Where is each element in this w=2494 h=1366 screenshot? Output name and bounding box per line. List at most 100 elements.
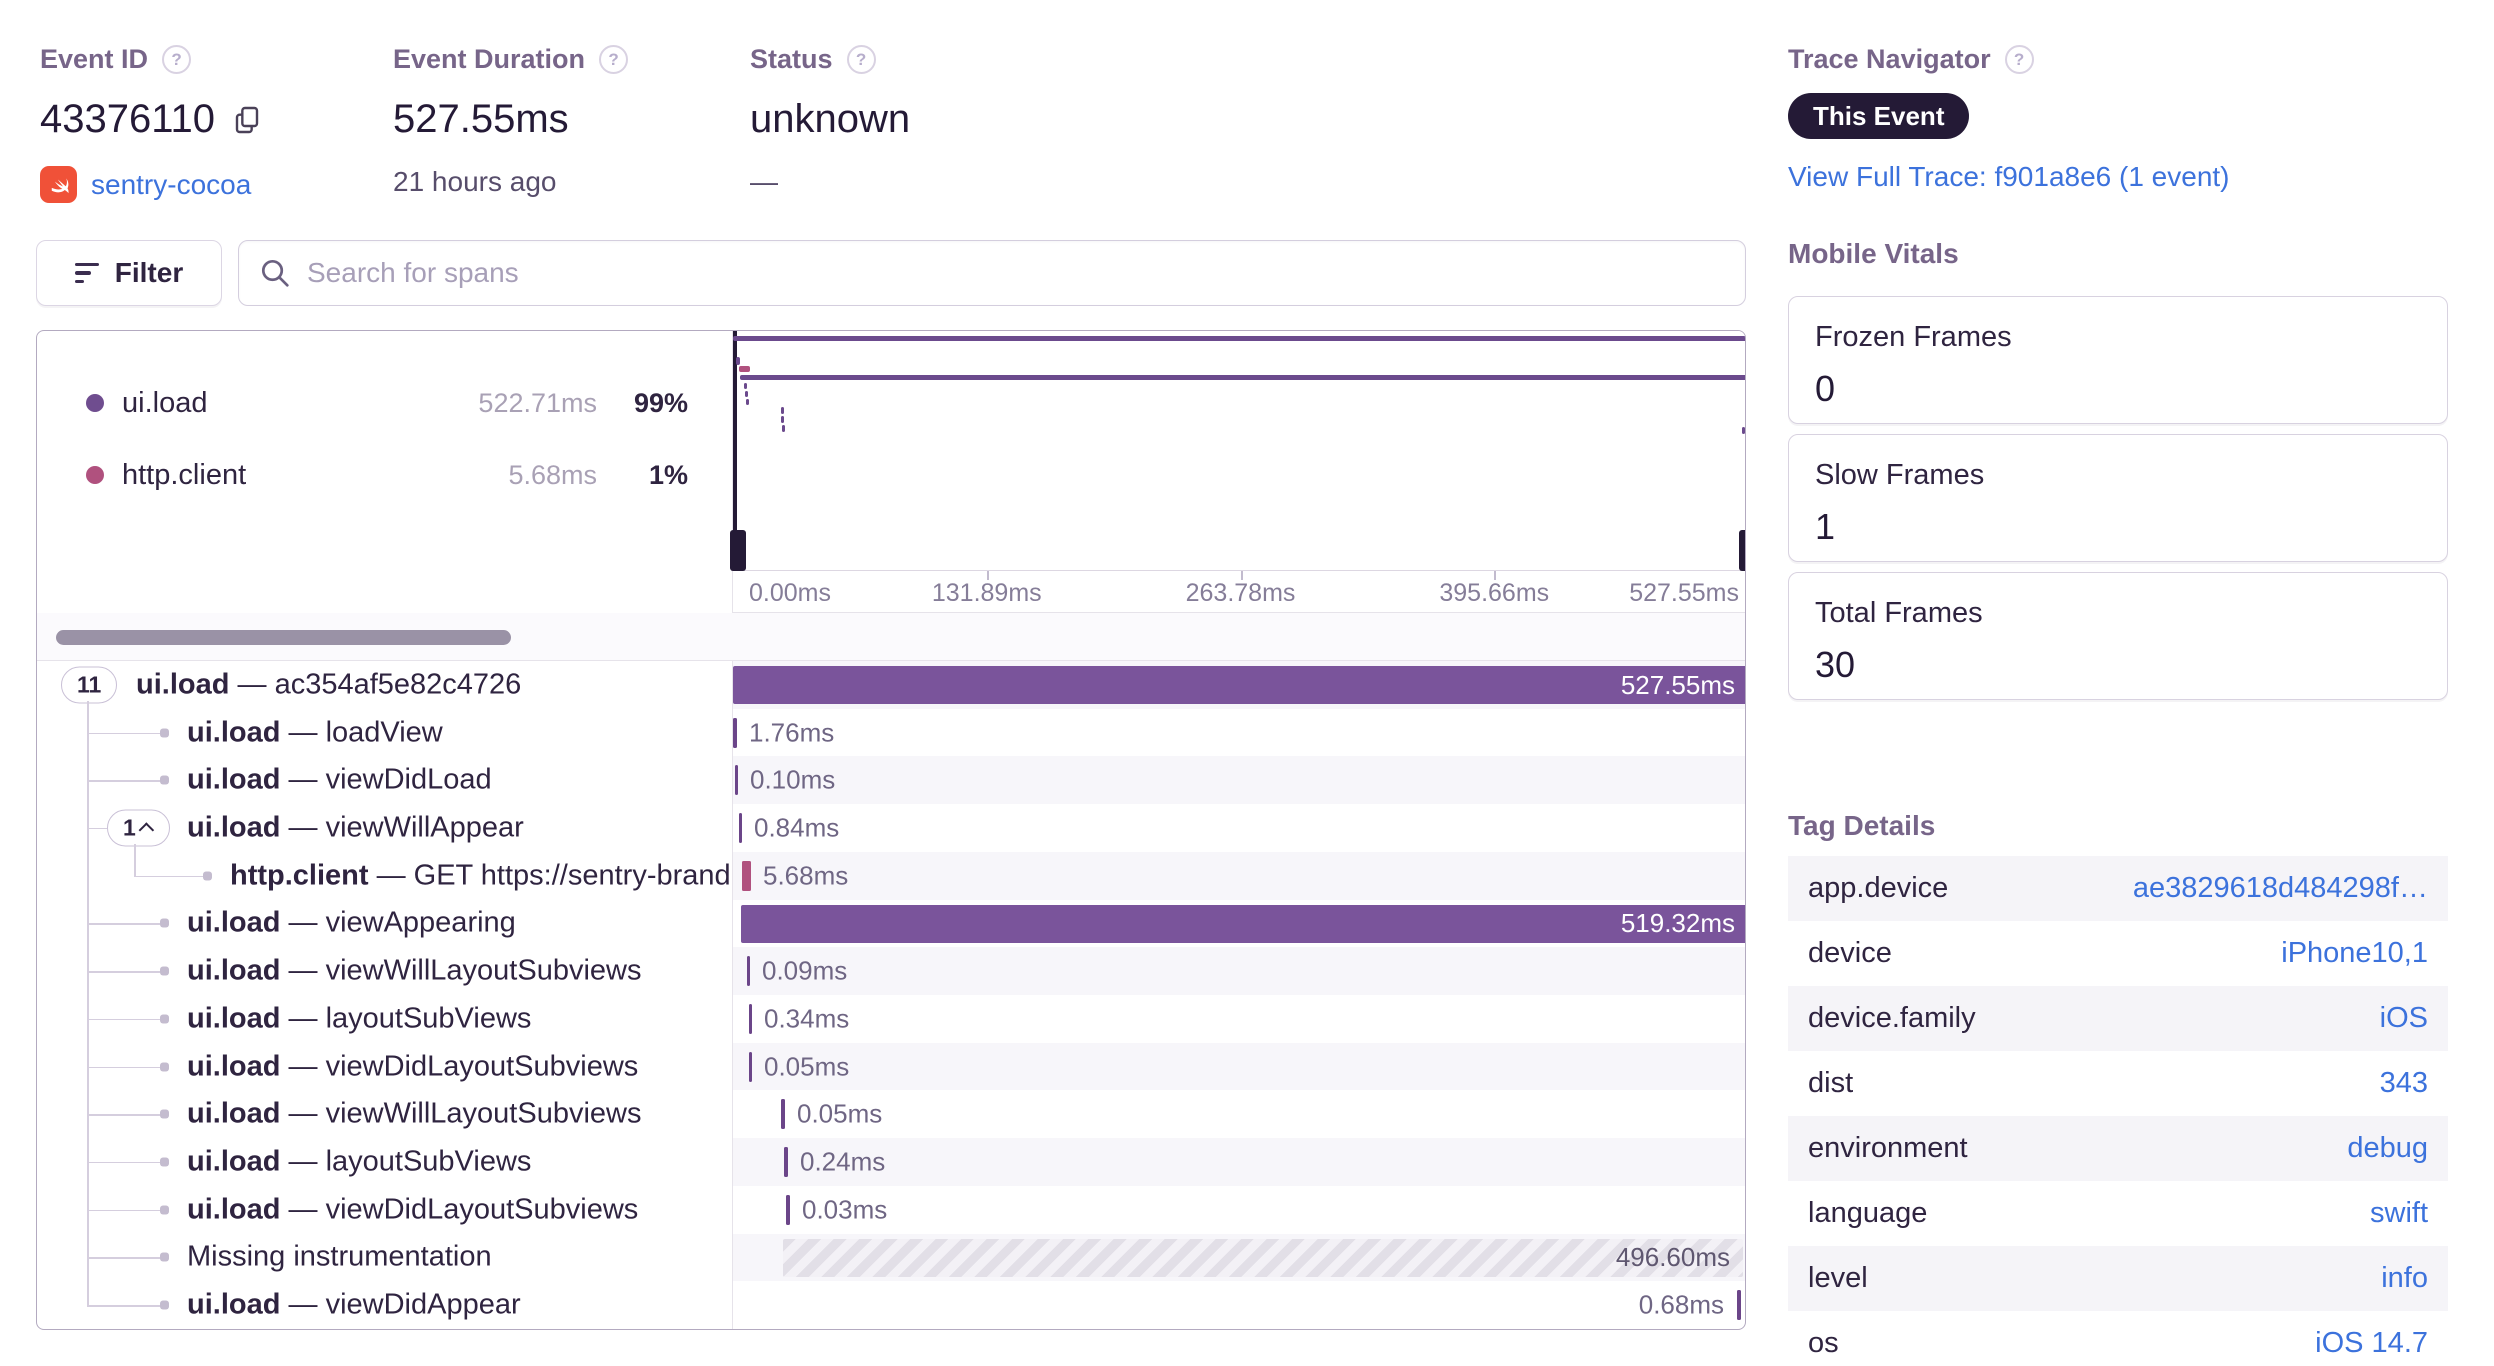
filter-button[interactable]: Filter	[36, 240, 222, 306]
tag-value-link[interactable]: swift	[2370, 1197, 2428, 1229]
trace-navigator-label: Trace Navigator	[1788, 44, 1991, 74]
span-description: ui.load — viewWillAppear	[187, 811, 524, 844]
tag-value-link[interactable]: 343	[2379, 1067, 2428, 1099]
span-bar-row[interactable]: 0.68ms	[733, 1281, 1745, 1329]
span-bar-row[interactable]: 0.24ms	[733, 1138, 1745, 1186]
op-percentage: 99%	[633, 387, 688, 418]
span-tree-row[interactable]: Missing instrumentation	[37, 1234, 732, 1282]
span-tree-row[interactable]: 1 ui.load — viewWillAppear	[37, 804, 732, 852]
span-tree-row[interactable]: ui.load — viewDidAppear	[37, 1281, 732, 1329]
span-tree-row[interactable]: ui.load — viewWillLayoutSubviews	[37, 1090, 732, 1138]
span-duration-tick[interactable]	[747, 956, 750, 987]
span-bar-row[interactable]: 0.34ms	[733, 995, 1745, 1043]
span-description: ui.load — viewDidAppear	[187, 1288, 521, 1321]
axis-tick-label: 263.78ms	[1185, 579, 1296, 607]
minimap-right-edge[interactable]	[1745, 331, 1746, 571]
span-tree-row[interactable]: ui.load — loadView	[37, 709, 732, 757]
span-bar-row[interactable]: 5.68ms	[733, 851, 1745, 900]
tag-value-link[interactable]: ae3829618d484298f…	[2132, 872, 2428, 904]
tree-node-dot	[160, 1300, 169, 1310]
span-duration-tick[interactable]	[742, 860, 751, 891]
span-tree-row[interactable]: ui.load — viewAppearing	[37, 900, 732, 948]
minimap-left-handle[interactable]	[730, 530, 746, 571]
vital-card: Frozen Frames 0	[1788, 296, 2448, 424]
span-tree-row[interactable]: ui.load — viewDidLayoutSubviews	[37, 1186, 732, 1234]
tag-row: environment debug	[1788, 1116, 2448, 1181]
tag-row: os iOS 14.7	[1788, 1311, 2448, 1366]
span-bar-row[interactable]: 1.76ms	[733, 709, 1745, 757]
missing-instrumentation-bar[interactable]: 496.60ms	[783, 1238, 1743, 1277]
span-duration-bar[interactable]: 527.55ms	[733, 666, 1745, 704]
help-icon[interactable]: ?	[2004, 45, 2034, 74]
span-duration-tick[interactable]	[749, 1003, 752, 1034]
search-input[interactable]	[307, 257, 1725, 289]
span-bar-row[interactable]: 496.60ms	[733, 1233, 1745, 1282]
tree-node-dot	[160, 1252, 169, 1262]
span-bar-row[interactable]: 519.32ms	[733, 900, 1745, 948]
view-full-trace-link[interactable]: View Full Trace: f901a8e6 (1 event)	[1788, 161, 2230, 192]
axis-tick-label: 527.55ms	[1629, 579, 1739, 607]
copy-icon[interactable]	[231, 104, 263, 136]
span-bar-row[interactable]: 527.55ms	[733, 661, 1745, 709]
status-sub: —	[750, 166, 778, 197]
span-bar-row[interactable]: 0.09ms	[733, 947, 1745, 995]
event-id-value: 43376110	[40, 97, 215, 141]
span-tree-row[interactable]: ui.load — viewDidLoad	[37, 756, 732, 804]
op-duration: 522.71ms	[478, 387, 597, 418]
vital-label: Frozen Frames	[1815, 321, 2012, 353]
span-tree-row[interactable]: http.client — GET https://sentry-brand.s…	[37, 852, 732, 900]
ops-breakdown-legend: ui.load 522.71ms 99% http.client 5.68ms …	[37, 331, 732, 613]
tag-value-link[interactable]: debug	[2347, 1132, 2428, 1164]
trace-minimap[interactable]	[730, 331, 1746, 571]
minimap-span-mark	[744, 383, 747, 389]
help-icon[interactable]: ?	[846, 45, 876, 74]
span-duration-tick[interactable]	[749, 1051, 752, 1082]
span-duration-tick[interactable]	[735, 765, 738, 796]
tag-value-link[interactable]: iOS	[2379, 1002, 2428, 1034]
span-description: ui.load — viewDidLayoutSubviews	[187, 1050, 639, 1083]
tag-value-link[interactable]: info	[2381, 1262, 2428, 1294]
legend-item: ui.load 522.71ms 99%	[37, 385, 732, 421]
tree-node-dot	[160, 1062, 169, 1072]
span-duration-tick[interactable]	[781, 1099, 785, 1130]
span-bar-row[interactable]: 0.10ms	[733, 756, 1745, 805]
tag-key: dist	[1808, 1067, 1854, 1099]
minimap-left-edge[interactable]	[733, 331, 737, 571]
help-icon[interactable]: ?	[599, 45, 629, 74]
span-tree-row[interactable]: ui.load — layoutSubViews	[37, 1138, 732, 1186]
legend-item: http.client 5.68ms 1%	[37, 457, 732, 493]
status-value: unknown	[750, 97, 911, 141]
trace-navigator-block: Trace Navigator ? This Event View Full T…	[1788, 44, 2230, 193]
span-tree-row[interactable]: 11 ui.load — ac354af5e82c4726	[37, 661, 732, 709]
span-bar-row[interactable]: 0.05ms	[733, 1042, 1745, 1091]
span-children-badge[interactable]: 1	[107, 809, 170, 847]
span-duration-tick[interactable]	[739, 813, 742, 844]
tag-details-table: app.device ae3829618d484298f… device iPh…	[1788, 856, 2448, 1366]
span-duration-tick[interactable]	[784, 1147, 788, 1178]
span-duration-label: 0.24ms	[800, 1146, 886, 1177]
span-tree-row[interactable]: ui.load — viewDidLayoutSubviews	[37, 1043, 732, 1091]
span-duration-bar[interactable]: 519.32ms	[741, 904, 1745, 943]
tag-key: language	[1808, 1197, 1928, 1229]
span-bar-row[interactable]: 0.05ms	[733, 1090, 1745, 1138]
span-tree-row[interactable]: ui.load — viewWillLayoutSubviews	[37, 947, 732, 995]
span-duration-tick[interactable]	[1737, 1290, 1741, 1321]
tag-value-link[interactable]: iPhone10,1	[2281, 937, 2428, 969]
span-tree-row[interactable]: ui.load — layoutSubViews	[37, 995, 732, 1043]
span-duration-tick[interactable]	[786, 1194, 790, 1225]
minimap-right-handle[interactable]	[1739, 530, 1745, 571]
span-description: ui.load — layoutSubViews	[187, 1145, 532, 1178]
trace-waterfall-panel: ui.load 522.71ms 99% http.client 5.68ms …	[36, 330, 1746, 1330]
this-event-badge[interactable]: This Event	[1788, 93, 1970, 139]
span-bar-row[interactable]: 0.03ms	[733, 1186, 1745, 1234]
project-link[interactable]: sentry-cocoa	[91, 168, 252, 200]
span-children-badge[interactable]: 11	[61, 666, 118, 704]
span-duration-tick[interactable]	[733, 717, 737, 748]
span-bar-row[interactable]: 0.84ms	[733, 804, 1745, 852]
help-icon[interactable]: ?	[162, 45, 192, 74]
vital-value: 30	[1815, 644, 1856, 685]
tree-scrollbar-thumb[interactable]	[56, 630, 511, 645]
tag-value-link[interactable]: iOS 14.7	[2315, 1327, 2428, 1359]
span-duration-label: 0.05ms	[797, 1098, 883, 1129]
